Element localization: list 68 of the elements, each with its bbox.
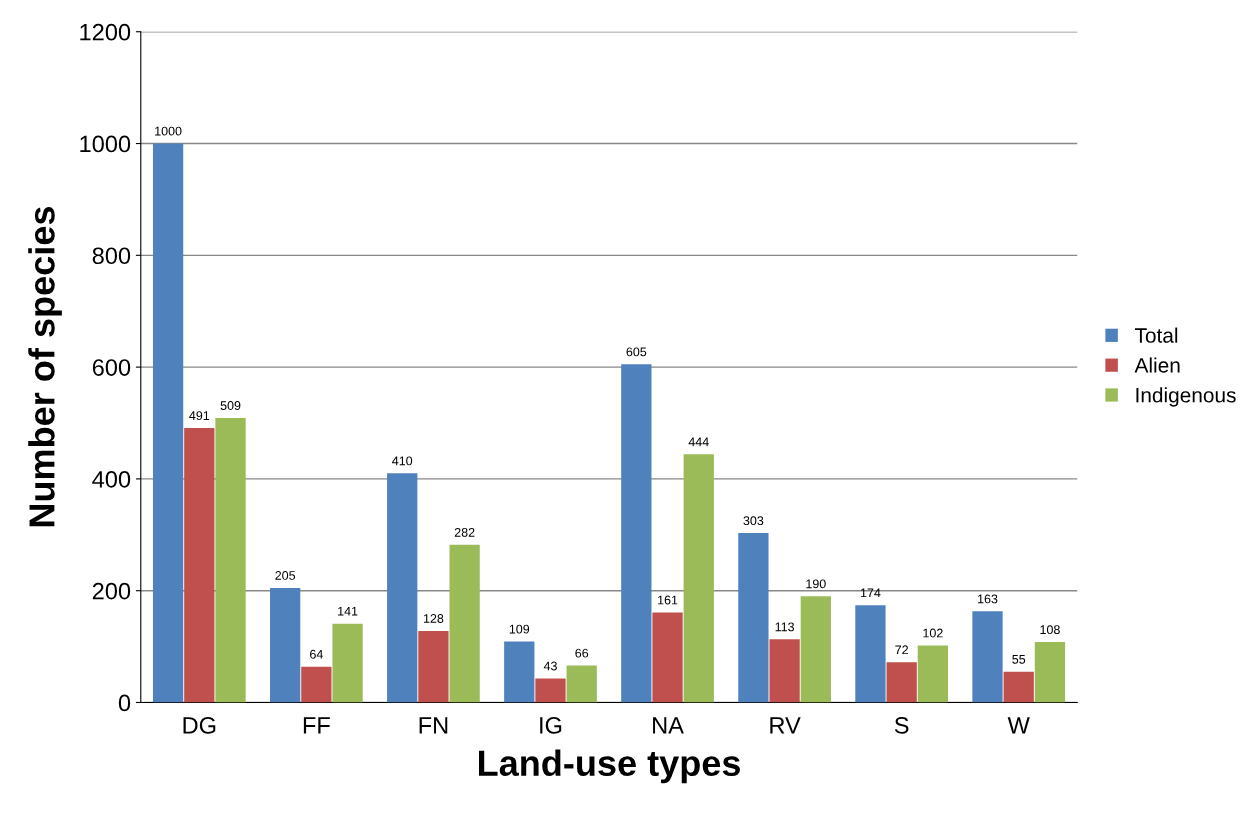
data-label: 163 (978, 594, 998, 604)
bar (449, 544, 480, 703)
data-label: 141 (338, 606, 358, 616)
bar (387, 473, 418, 703)
data-label: 102 (923, 628, 943, 638)
bar (855, 605, 886, 703)
legend-label: Indigenous (1136, 387, 1236, 407)
y-tick-label: 400 (92, 470, 131, 488)
y-tick-label: 1200 (80, 23, 131, 41)
x-tick-label: NA (653, 717, 684, 734)
x-tick-label: FN (419, 717, 448, 734)
data-label: 108 (1040, 625, 1060, 635)
y-tick-label: 600 (92, 359, 131, 376)
data-label: 161 (658, 595, 678, 605)
data-label: 55 (1012, 654, 1026, 664)
data-label: 1000 (155, 126, 182, 136)
y-axis-title: Number of species (28, 207, 62, 527)
bar (738, 533, 769, 703)
legend-label: Alien (1134, 357, 1180, 373)
data-label: 128 (423, 614, 444, 623)
bar (917, 645, 949, 703)
bar (535, 678, 566, 703)
bar (886, 662, 917, 703)
bar (418, 630, 449, 703)
y-tick-label: 800 (92, 247, 131, 265)
data-label: 72 (895, 645, 908, 655)
data-label: 109 (509, 624, 530, 634)
x-tick-label: S (894, 716, 909, 734)
bar (769, 639, 800, 703)
bar (566, 665, 597, 703)
bar (504, 641, 535, 703)
data-label: 282 (454, 527, 475, 537)
data-label: 174 (860, 588, 881, 598)
bar (215, 417, 246, 703)
bar (1034, 642, 1066, 703)
data-label: 190 (806, 579, 826, 589)
bar (621, 364, 652, 703)
x-tick-label: IG (540, 716, 562, 734)
x-tick-label: W (1007, 717, 1030, 734)
data-label: 410 (392, 456, 413, 466)
bar (184, 428, 215, 703)
x-tick-label: DG (183, 716, 216, 734)
x-axis-title: Land-use types (479, 749, 740, 784)
bar (652, 612, 683, 703)
data-label: 205 (275, 571, 296, 580)
data-label: 491 (189, 411, 210, 421)
legend-label: Total (1135, 327, 1178, 343)
bar (800, 596, 831, 703)
bar (332, 623, 363, 703)
data-label: 509 (220, 401, 241, 410)
y-tick-label: 0 (118, 694, 131, 712)
bar (972, 611, 1003, 703)
data-label: 43 (543, 661, 557, 671)
y-tick-label: 1000 (80, 135, 131, 153)
data-label: 303 (743, 516, 764, 526)
x-tick-label: FF (303, 717, 330, 734)
bar (270, 587, 301, 703)
bar (1003, 671, 1034, 703)
data-label: 605 (626, 347, 647, 357)
data-label: 64 (310, 649, 323, 659)
bar (301, 666, 332, 703)
y-tick-label: 200 (92, 582, 131, 600)
x-tick-label: RV (770, 717, 801, 734)
data-label: 66 (575, 648, 589, 658)
bar (683, 454, 714, 703)
bar (152, 143, 184, 703)
data-label: 113 (775, 622, 795, 632)
data-label: 444 (688, 437, 709, 447)
